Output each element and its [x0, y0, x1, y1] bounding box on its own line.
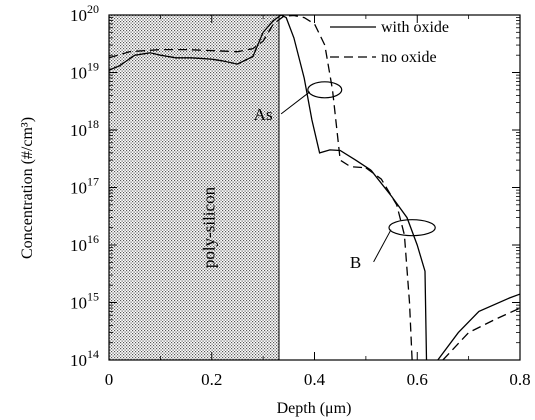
x-tick-label: 0.8 — [509, 370, 530, 389]
y-tick-label: 1015 — [70, 290, 99, 313]
x-tick-label: 0 — [105, 370, 114, 389]
annotation-leader-line — [373, 229, 392, 263]
y-axis-title: Concentration (#/cm³) — [19, 117, 36, 259]
y-tick-label: 1016 — [70, 232, 99, 255]
legend-label: no oxide — [381, 49, 437, 66]
x-axis-title: Depth (μm) — [277, 400, 352, 417]
y-tick-label: 1017 — [70, 175, 99, 198]
annotation-label: B — [350, 253, 361, 272]
poly-silicon-region — [108, 14, 280, 361]
annotation-leader-line — [280, 91, 311, 115]
series-no-oxide-b-line-2 — [442, 307, 520, 360]
series-no-oxide-b-line-1 — [365, 167, 413, 360]
y-tick-label: 1018 — [70, 117, 99, 140]
x-tick-label: 0.4 — [304, 370, 326, 389]
annotation-ellipse — [307, 81, 343, 99]
annotation-ellipse — [388, 219, 436, 237]
annotation-label: As — [254, 105, 273, 124]
y-tick-label: 1019 — [70, 60, 99, 83]
x-tick-label: 0.6 — [407, 370, 428, 389]
y-tick-label: 1020 — [70, 2, 99, 25]
series-with-oxide-b-line-1 — [370, 169, 428, 360]
series-with-oxide-b-line-2 — [437, 293, 520, 360]
poly-silicon-label: poly-silicon — [200, 186, 219, 268]
series-with-oxide-as-line-0 — [109, 15, 372, 171]
y-tick-label: 1014 — [70, 347, 99, 370]
legend-label: with oxide — [381, 19, 449, 36]
legend: with oxide no oxide — [330, 19, 449, 66]
x-tick-label: 0.2 — [201, 370, 222, 389]
series-no-oxide-as-line-0 — [109, 15, 366, 169]
